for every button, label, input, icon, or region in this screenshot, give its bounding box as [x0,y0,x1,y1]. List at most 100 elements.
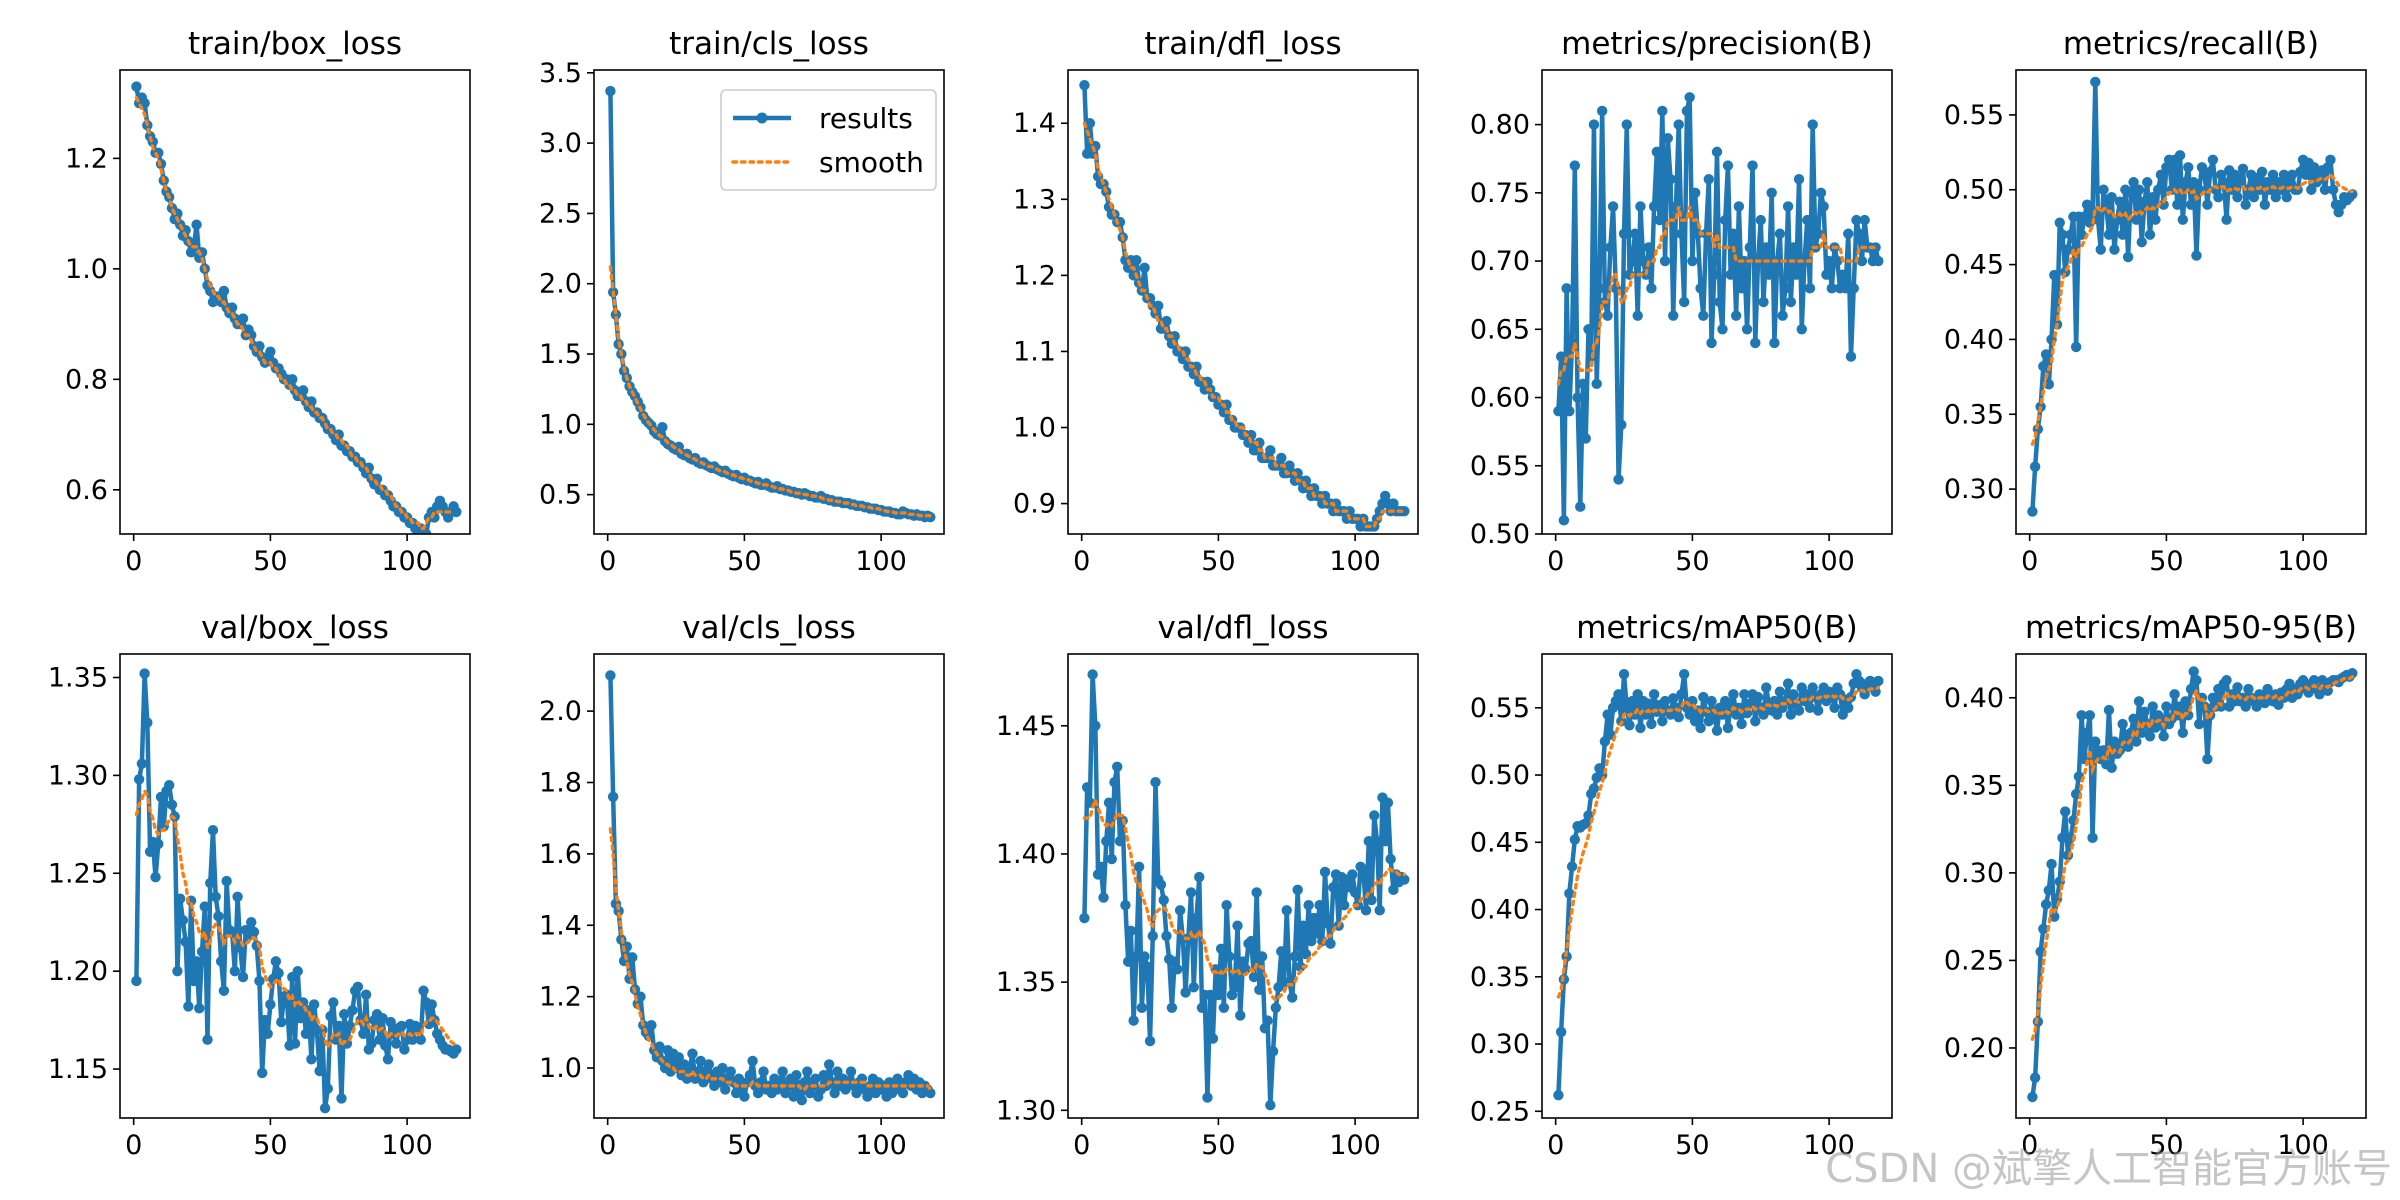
y-tick-label: 1.0 [65,254,108,285]
results-point [1122,956,1134,967]
x-tick-label: 50 [1675,1130,1709,1161]
results-point [1366,894,1377,906]
results-point [1728,689,1739,700]
x-tick-label: 0 [1073,1130,1090,1161]
smooth-line [2030,675,2355,1041]
results-point [1207,1033,1219,1044]
results-point [166,799,178,810]
results-point [695,1055,706,1067]
results-point [605,670,616,681]
results-point [1709,269,1720,280]
results-point [1793,705,1805,716]
results-point [248,926,260,938]
y-tick-label: 0.40 [1944,683,2004,714]
results-point [2308,675,2320,686]
results-point [1695,283,1706,294]
results-point [654,1041,665,1052]
results-point [1120,900,1131,911]
x-tick-label: 0 [1073,546,1090,577]
results-point [1632,310,1643,321]
x-tick-label: 0 [125,1130,142,1161]
subplot-10: metrics/mAP50-95(B) 0 50 100 0.20 0.25 0.30 0.3… [1944,610,2367,1161]
results-point [1564,888,1575,899]
subplot-3: train/dfl_loss 0 50 100 0.9 1.0 1.1 1.2 1.3 1.4 [1013,26,1419,577]
results-point [2213,192,2224,203]
axes-frame [119,69,471,535]
y-tick-label: 0.40 [1944,324,2004,355]
results-point [1191,361,1202,372]
results-point [1758,709,1769,720]
results-point [1349,887,1361,898]
results-point [150,871,161,883]
results-point [380,1040,391,1051]
results-point [142,717,153,728]
results-point [1812,228,1824,239]
results-point [2109,736,2120,747]
results-point [1276,946,1287,957]
results-point [333,1020,344,1032]
results-point [1785,709,1797,720]
results-point [1248,971,1260,983]
results-point [2286,169,2298,180]
results-point [399,1044,410,1055]
results-point [1668,693,1679,704]
x-tick-label: 100 [855,546,907,577]
results-point [276,1016,287,1028]
results-point [292,965,303,977]
results-point [1144,1035,1156,1047]
subplot-1: train/box_loss 0 50 100 0.6 0.8 1.0 1.2 [65,26,471,577]
results-point [1769,695,1780,707]
subplot-title: train/dfl_loss [1144,26,1341,62]
results-point [1741,324,1753,335]
y-tick-label: 1.0 [539,409,582,440]
results-point [897,1087,909,1099]
results-point [1607,201,1619,212]
results-point [1823,255,1835,267]
results-point [2103,704,2115,716]
y-tick-label: 1.40 [996,839,1056,870]
results-point [2204,166,2216,177]
results-point [1782,678,1794,689]
smooth-line [608,265,933,518]
smooth-line [1082,795,1407,1003]
results-point [1128,1015,1139,1026]
results-point [777,1066,788,1077]
results-point [1251,887,1262,898]
y-tick-label: 0.30 [1944,858,2004,889]
results-point [273,967,284,979]
results-point [1566,861,1578,872]
results-point [1161,315,1172,327]
legend-results-marker [756,112,768,124]
results-point [1139,951,1150,962]
results-point [377,1012,388,1024]
y-tick-label: 0.80 [1470,110,1530,141]
results-point [1646,283,1657,294]
results-point [336,1093,347,1104]
results-point [1580,818,1591,829]
results-point [673,1052,684,1063]
results-point [730,1087,742,1099]
results-point [254,975,265,987]
subplot-6: val/box_loss 0 50 100 1.15 1.20 1.25 1.30 1.35 [48,610,471,1161]
results-point [2194,718,2205,730]
x-tick-label: 100 [381,1130,433,1161]
y-tick-label: 2.5 [539,198,582,229]
results-point [1358,866,1369,878]
y-tick-label: 0.25 [1944,945,2004,976]
legend-results-label: results [819,102,913,135]
results-point [2207,692,2219,703]
results-point [2057,229,2068,240]
results-point [1388,884,1399,896]
results-point [215,956,227,967]
results-point [2229,169,2240,180]
subplot-title: metrics/mAP50(B) [1576,610,1857,646]
results-point [2174,150,2186,161]
results-point [1873,675,1884,687]
results-point [1807,119,1818,130]
results-point [1292,884,1303,896]
y-tick-label: 1.5 [539,339,582,370]
results-point [1832,255,1843,267]
results-point [1125,925,1137,937]
results-point [1668,310,1679,321]
results-point [191,956,202,967]
